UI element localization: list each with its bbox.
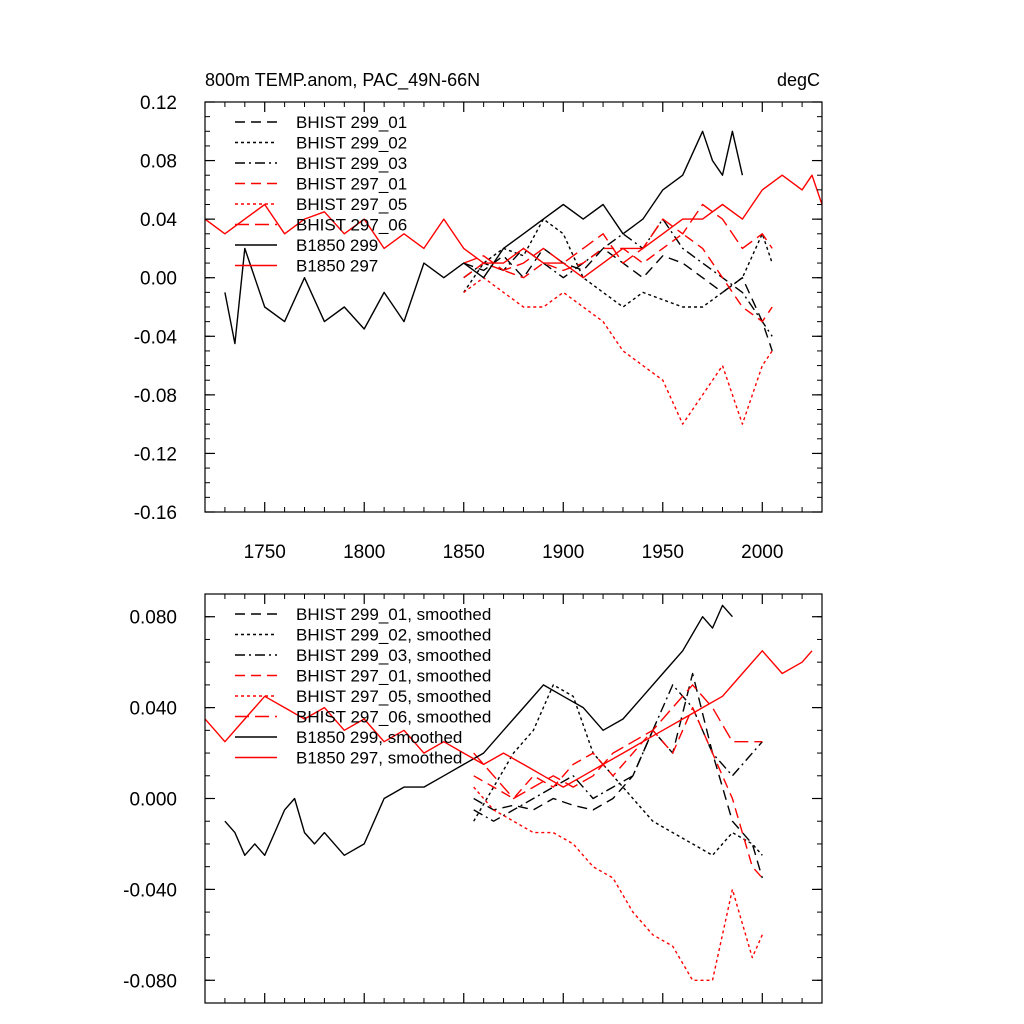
y-tick-label: 0.080 bbox=[129, 608, 177, 629]
series-line-8 bbox=[205, 650, 813, 788]
y-tick-label: 0.08 bbox=[140, 152, 177, 173]
y-tick-label: -0.040 bbox=[123, 880, 177, 901]
series-line-6 bbox=[473, 684, 763, 800]
series-line-4 bbox=[463, 233, 773, 323]
chart-units: degC bbox=[777, 70, 820, 90]
x-tick-label: 1750 bbox=[244, 542, 286, 563]
legend-label: BHIST 299_03, smoothed bbox=[296, 646, 491, 665]
legend: BHIST 299_01, smoothed BHIST 299_02, smoo… bbox=[235, 605, 491, 768]
legend-label: BHIST 297_05, smoothed bbox=[296, 687, 491, 706]
y-tick-label: -0.08 bbox=[134, 386, 177, 407]
x-tick-label: 2000 bbox=[741, 542, 783, 563]
x-tick-label: 1950 bbox=[642, 542, 684, 563]
y-tick-label: 0.000 bbox=[129, 790, 177, 811]
series-line-5 bbox=[473, 786, 763, 981]
series-line-3 bbox=[473, 684, 763, 822]
x-tick-label: 1850 bbox=[443, 542, 485, 563]
legend-label: BHIST 297_05 bbox=[296, 195, 407, 214]
legend-label: BHIST 299_01 bbox=[296, 113, 407, 132]
legend-label: B1850 297, smoothed bbox=[296, 749, 462, 768]
series-line-7 bbox=[224, 604, 733, 856]
series-line-1 bbox=[473, 672, 763, 879]
series-line-6 bbox=[463, 203, 773, 272]
legend-label: BHIST 299_02 bbox=[296, 134, 407, 153]
y-tick-label: -0.080 bbox=[123, 971, 177, 992]
series-group bbox=[205, 130, 822, 425]
y-tick-label: 0.040 bbox=[129, 699, 177, 720]
legend-label: B1850 297 bbox=[296, 257, 378, 276]
y-tick-label: -0.12 bbox=[134, 444, 177, 465]
y-tick-label: -0.04 bbox=[134, 327, 178, 348]
legend-label: BHIST 297_01 bbox=[296, 175, 407, 194]
chart-title: 800m TEMP.anom, PAC_49N-66N bbox=[205, 70, 480, 91]
top-panel: 0.12 0.08 0.04 0.00 -0.04 -0.08 -0.12 -0.16 1750… bbox=[134, 70, 823, 563]
bottom-panel: 0.080 0.040 0.000 -0.040 -0.080 BHIST 299_01,… bbox=[123, 593, 823, 1004]
legend-label: BHIST 299_03 bbox=[296, 154, 407, 173]
legend-label: BHIST 297_06 bbox=[296, 216, 407, 235]
y-tick-label: 0.04 bbox=[140, 210, 177, 231]
y-tick-label: -0.16 bbox=[134, 503, 177, 524]
legend-label: BHIST 299_02, smoothed bbox=[296, 626, 491, 645]
series-line-3 bbox=[463, 218, 773, 337]
y-tick-label: 0.00 bbox=[140, 269, 177, 290]
legend-label: B1850 299 bbox=[296, 236, 378, 255]
legend-label: BHIST 297_06, smoothed bbox=[296, 708, 491, 727]
series-line-2 bbox=[473, 684, 763, 856]
series-line-4 bbox=[473, 706, 763, 879]
series-line-5 bbox=[463, 277, 773, 425]
x-tick-label: 1900 bbox=[542, 542, 584, 563]
y-tick-label: 0.12 bbox=[140, 93, 177, 114]
x-tick-label: 1800 bbox=[343, 542, 385, 563]
legend-label: BHIST 297_01, smoothed bbox=[296, 667, 491, 686]
legend-label: B1850 299, smoothed bbox=[296, 728, 462, 747]
series-group bbox=[205, 604, 813, 981]
legend-label: BHIST 299_01, smoothed bbox=[296, 605, 491, 624]
series-line-8 bbox=[205, 174, 822, 279]
